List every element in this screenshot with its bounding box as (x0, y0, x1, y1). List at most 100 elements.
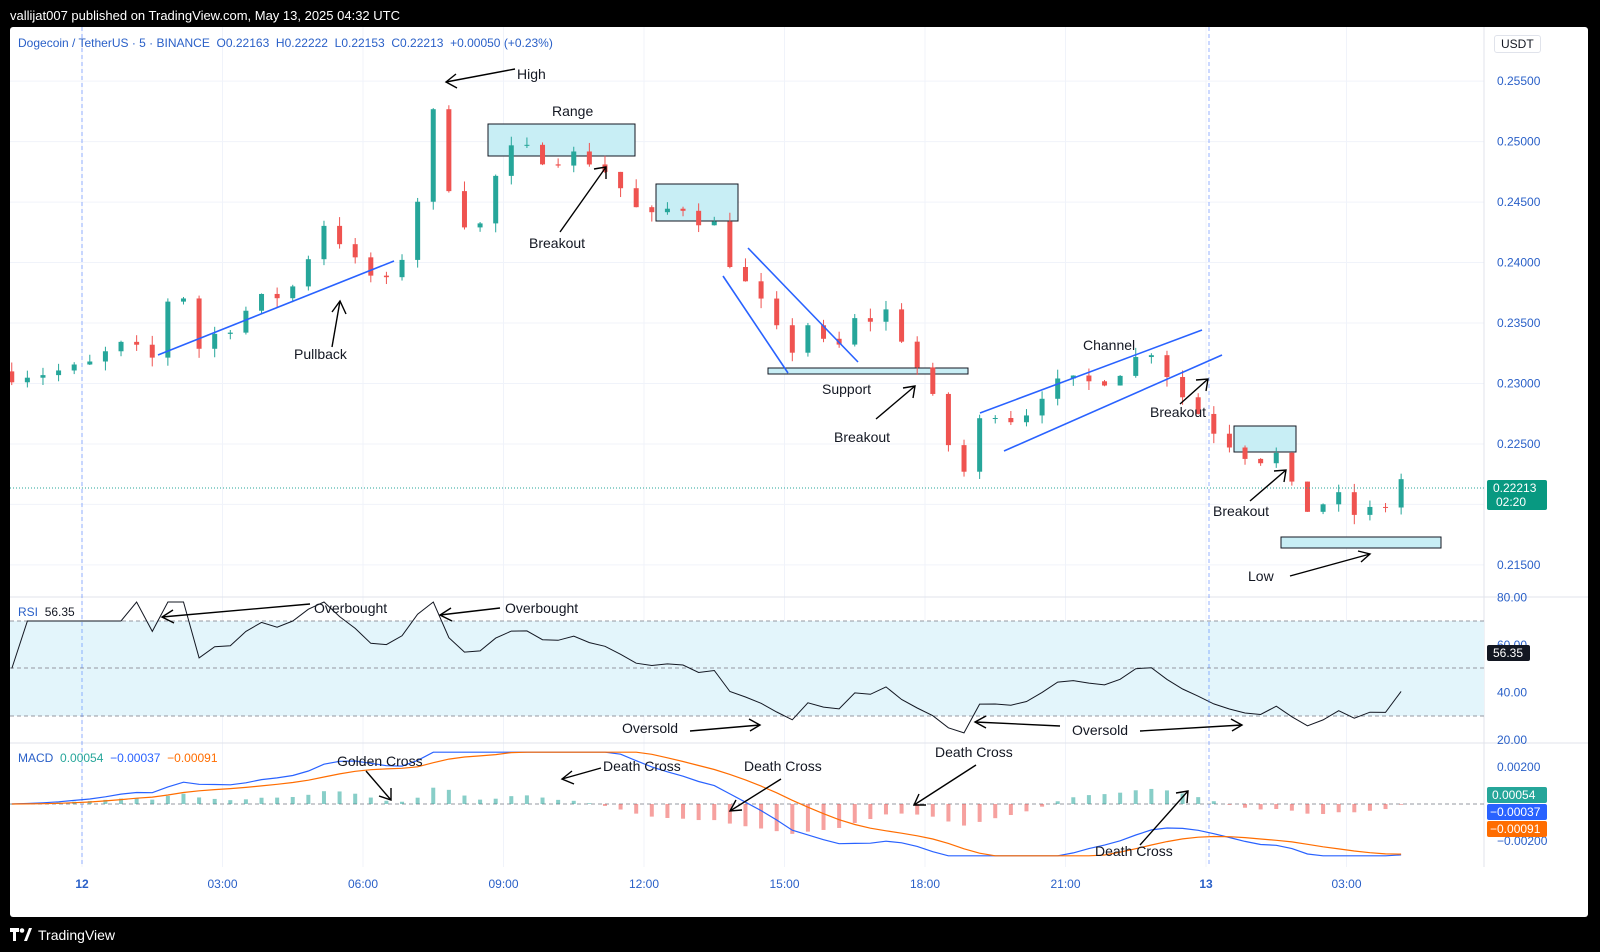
candle (540, 142, 546, 166)
macd-hist-bar (446, 789, 451, 804)
arrow-overbought-2 (439, 607, 501, 616)
macd-hist-bar (993, 804, 998, 819)
chart-frame[interactable]: High Range Breakout Pullback Support Bre… (10, 27, 1588, 917)
candle (930, 362, 936, 396)
macd-hist-bar (228, 800, 233, 804)
macd-hist-bar (665, 804, 670, 818)
time-tick-label: 09:00 (488, 877, 518, 891)
candle (618, 171, 624, 198)
tradingview-logo[interactable]: TradingView (10, 927, 115, 943)
candle (1242, 445, 1248, 465)
candle (524, 137, 530, 148)
tradingview-brand: TradingView (38, 927, 116, 943)
price-tick-label: 0.22500 (1497, 437, 1541, 451)
ohlc-low: L0.22153 (334, 36, 385, 50)
arrow-death-cross-2 (729, 778, 782, 812)
label-breakout-1: Breakout (529, 235, 585, 251)
price-axis[interactable]: 0.25500 0.25000 0.24500 0.24000 0.23500 0.230… (1497, 74, 1541, 572)
label-oversold-1: Oversold (622, 720, 678, 736)
macd-hist-value: 0.00054 (60, 751, 104, 765)
macd-hist-badge-text: 0.00054 (1492, 788, 1536, 802)
time-axis[interactable]: 12 03:00 06:00 09:00 12:00 15:00 18:00 21:00 13 0… (75, 877, 1362, 891)
macd-hist-bar (915, 804, 920, 815)
label-breakout-2: Breakout (834, 429, 890, 445)
arrow-golden-cross (365, 770, 392, 801)
candle (368, 252, 374, 283)
chart-canvas[interactable]: High Range Breakout Pullback Support Bre… (10, 27, 1588, 917)
arrow-oversold-2b (1139, 724, 1243, 732)
arrow-overbought-1 (161, 603, 311, 618)
macd-hist-bar (181, 793, 186, 804)
time-tick-label: 18:00 (910, 877, 940, 891)
macd-hist-bar (1055, 801, 1060, 804)
macd-hist-bar (556, 799, 561, 804)
candle (493, 174, 499, 233)
macd-hist-bar (353, 793, 358, 804)
candle (40, 367, 46, 386)
candle (1102, 379, 1108, 387)
channel-upper-line (979, 329, 1203, 414)
candle (1148, 353, 1154, 364)
candle (555, 158, 561, 168)
ohlc-high: H0.22222 (275, 36, 328, 50)
candle (1039, 391, 1045, 424)
macd-hist-bar (540, 797, 545, 804)
label-breakout-3: Breakout (1150, 404, 1206, 420)
label-death-cross-1: Death Cross (603, 758, 681, 774)
candle (1383, 503, 1389, 513)
label-golden-cross: Golden Cross (337, 753, 423, 769)
macd-hist-bar (618, 804, 623, 810)
candle (977, 414, 983, 479)
macd-hist-bar (1196, 797, 1201, 804)
macd-hist-bar (1243, 804, 1248, 808)
candle (1226, 424, 1232, 453)
macd-line (11, 751, 1402, 857)
arrow-pullback (331, 300, 341, 348)
candle (867, 308, 873, 332)
macd-axis[interactable]: 0.00200 −0.00200 (1497, 760, 1548, 848)
candle (1351, 483, 1357, 525)
candle (196, 295, 202, 358)
macd-hist-bar (337, 791, 342, 804)
arrow-death-cross-3 (913, 764, 977, 806)
time-tick-label: 12 (75, 877, 89, 891)
macd-hist-bar (1258, 804, 1263, 810)
macd-label[interactable]: MACD (18, 751, 54, 765)
macd-hist-bar (821, 804, 826, 830)
currency-button[interactable]: USDT (1494, 35, 1541, 53)
macd-hist-bar (712, 804, 717, 821)
macd-hist-bar (165, 795, 170, 804)
macd-hist-bar (727, 804, 732, 824)
low-box (1280, 536, 1442, 549)
macd-legend[interactable]: MACD 0.00054 −0.00037 −0.00091 (18, 751, 218, 765)
symbol-name[interactable]: Dogecoin / TetherUS · 5 · BINANCE (18, 36, 210, 50)
arrow-breakout-support (875, 385, 916, 420)
macd-hist-bar (1133, 790, 1138, 804)
label-support: Support (822, 381, 871, 397)
candle (118, 340, 124, 357)
rsi-legend[interactable]: RSI 56.35 (18, 605, 75, 619)
macd-hist-bar (1227, 804, 1232, 805)
ohlc-close: C0.22213 (391, 36, 444, 50)
macd-hist-bar (1211, 801, 1216, 804)
pattern-boxes (487, 123, 1442, 549)
symbol-legend[interactable]: Dogecoin / TetherUS · 5 · BINANCE O0.221… (18, 36, 553, 50)
macd-hist-bar (696, 804, 701, 821)
time-tick-label: 06:00 (348, 877, 378, 891)
candle (571, 146, 577, 173)
candle (134, 335, 140, 351)
macd-hist-bar (243, 799, 248, 804)
macd-hist-bar (1164, 790, 1169, 804)
macd-hist-bar (1024, 804, 1029, 812)
candle-countdown: 02:20 (1496, 495, 1526, 509)
macd-hist-bar (368, 797, 373, 804)
macd-line-badge (1487, 804, 1547, 820)
macd-hist-bar (571, 800, 576, 804)
rsi-label[interactable]: RSI (18, 605, 39, 619)
candle (961, 439, 967, 477)
macd-hist-bar (681, 804, 686, 819)
label-death-cross-3: Death Cross (935, 744, 1013, 760)
candle (852, 314, 858, 347)
time-tick-label: 13 (1199, 877, 1213, 891)
